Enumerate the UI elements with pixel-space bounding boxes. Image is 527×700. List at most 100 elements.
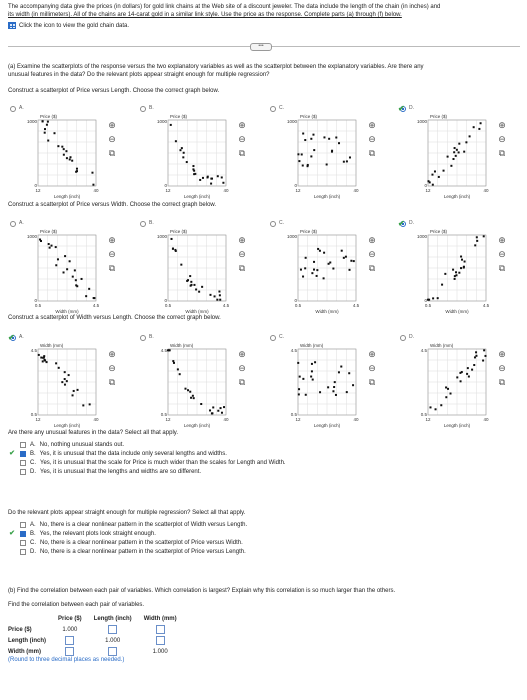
data-point [337,371,340,374]
popout-icon[interactable]: ⧉ [239,264,246,274]
graph-option-r3-a[interactable]: ✔ A. Width (mm) 4.5 0.5 12 40 Length (inch) ⊕ ⊖ ⧉ [8,333,130,453]
graph-option-r3-b[interactable]: B. Width (mm) 4.5 0.5 12 40 Length (inch) ⊕ ⊖ ⧉ [138,333,260,453]
expand-button[interactable]: ••• [250,43,272,51]
data-point [169,123,172,126]
radio-button[interactable] [400,335,406,341]
zoom-in-icon[interactable]: ⊕ [238,350,246,360]
corr-length-width-input[interactable] [155,636,165,645]
corr-length-price-input[interactable] [65,636,75,645]
data-point [473,364,476,367]
checkbox[interactable] [20,521,26,528]
popout-icon[interactable]: ⧉ [109,149,116,159]
zoom-in-icon[interactable]: ⊕ [498,350,506,360]
zoom-in-icon[interactable]: ⊕ [368,236,376,246]
radio-button[interactable] [10,106,16,112]
corr-width-length-input[interactable] [108,647,118,656]
popout-icon[interactable]: ⧉ [239,378,246,388]
radio-button[interactable] [270,106,276,112]
y-tick-top: 1000 [287,119,298,124]
part-b-prompt: Find the correlation between each pair o… [8,602,145,608]
corr-width-price-input[interactable] [65,647,75,656]
checkbox[interactable] [20,441,26,448]
radio-button[interactable] [140,221,146,227]
straight-option-c[interactable]: C. No, there is a clear nonlinear pattern… [8,538,518,547]
graph-option-r1-c[interactable]: C. Price ($) 1000 0 12 40 Length (inch) ⊕ ⊖ ⧉ [268,104,390,224]
graph-option-r2-d[interactable]: ✔ D. Price ($) 1000 0 0.5 4.5 Width (mm) ⊕ ⊖ ⧉ [398,219,520,339]
radio-button[interactable] [270,221,276,227]
checkbox[interactable] [20,459,26,466]
data-link[interactable]: Click the icon to view the gold chain da… [8,22,129,29]
data-point [352,384,355,387]
unusual-option-b[interactable]: ✔ B. Yes, it is unusual that the data incl… [9,449,227,457]
graph-option-r2-a[interactable]: A. Price ($) 1000 0 0.5 4.5 Width (mm) ⊕ ⊖ ⧉ [8,219,130,339]
checkbox[interactable] [20,468,26,475]
zoom-in-icon[interactable]: ⊕ [368,121,376,131]
zoom-in-icon[interactable]: ⊕ [108,350,116,360]
zoom-out-icon[interactable]: ⊖ [368,250,376,260]
graph-option-r2-c[interactable]: C. Price ($) 1000 0 0.5 4.5 Width (mm) ⊕ ⊖ ⧉ [268,219,390,339]
popout-icon[interactable]: ⧉ [499,378,506,388]
popout-icon[interactable]: ⧉ [109,264,116,274]
zoom-in-icon[interactable]: ⊕ [498,121,506,131]
popout-icon[interactable]: ⧉ [239,149,246,159]
unusual-option-a[interactable]: A. No, nothing unusual stands out. [8,440,518,449]
y-axis-label: Price ($) [170,114,188,119]
graph-option-r1-d[interactable]: ✔ D. Price ($) 1000 0 12 40 Length (inch) ⊕ ⊖ ⧉ [398,104,520,224]
straight-option-a[interactable]: A. No, there is a clear nonlinear pattern… [8,520,518,529]
corr-price-width-input[interactable] [155,625,165,634]
radio-button[interactable] [270,335,276,341]
zoom-out-icon[interactable]: ⊖ [238,364,246,374]
zoom-out-icon[interactable]: ⊖ [498,364,506,374]
zoom-in-icon[interactable]: ⊕ [368,350,376,360]
zoom-out-icon[interactable]: ⊖ [238,250,246,260]
radio-button[interactable] [10,221,16,227]
checkbox[interactable] [20,548,26,555]
zoom-out-icon[interactable]: ⊖ [368,364,376,374]
graph-option-r3-d[interactable]: D. Width (mm) 4.5 0.5 12 40 Length (inch) ⊕ ⊖ ⧉ [398,333,520,453]
zoom-out-icon[interactable]: ⊖ [498,250,506,260]
graph-option-r3-c[interactable]: C. Width (mm) 4.5 0.5 12 40 Length (inch) ⊕ ⊖ ⧉ [268,333,390,453]
graph-option-r1-b[interactable]: B. Price ($) 1000 0 12 40 Length (inch) ⊕ ⊖ ⧉ [138,104,260,224]
zoom-in-icon[interactable]: ⊕ [108,236,116,246]
unusual-option-c[interactable]: C. Yes, it is unusual that the scale for … [8,458,518,467]
zoom-out-icon[interactable]: ⊖ [238,135,246,145]
unusual-option-d[interactable]: D. Yes, it is unusual that the lengths an… [8,467,518,476]
checkbox-checked[interactable] [20,450,26,457]
data-link-text[interactable]: Click the icon to view the gold chain da… [19,22,130,29]
zoom-out-icon[interactable]: ⊖ [368,135,376,145]
checkbox[interactable] [20,539,26,546]
corr-price-length-input[interactable] [108,625,118,634]
zoom-out-icon[interactable]: ⊖ [108,250,116,260]
radio-button[interactable] [140,106,146,112]
zoom-out-icon[interactable]: ⊖ [498,135,506,145]
x-axis-label: Length (inch) [184,423,211,428]
y-axis-label: Price ($) [170,229,188,234]
zoom-out-icon[interactable]: ⊖ [108,364,116,374]
graph-option-r2-b[interactable]: B. Price ($) 1000 0 0.5 4.5 Width (mm) ⊕ ⊖ ⧉ [138,219,260,339]
option-letter: D. [409,105,414,111]
radio-button[interactable] [10,335,16,341]
popout-icon[interactable]: ⧉ [369,264,376,274]
x-tick-max: 40 [223,417,229,422]
data-table-icon[interactable] [8,22,16,29]
popout-icon[interactable]: ⧉ [369,378,376,388]
zoom-in-icon[interactable]: ⊕ [238,236,246,246]
radio-button[interactable] [140,335,146,341]
data-point [174,249,177,252]
zoom-in-icon[interactable]: ⊕ [498,236,506,246]
data-point [461,258,464,261]
graph-option-r1-a[interactable]: A. Price ($) 1000 0 12 40 Length (inch) ⊕ ⊖ ⧉ [8,104,130,224]
checkbox-checked[interactable] [20,530,26,537]
y-tick-bottom: 0 [164,298,167,303]
radio-button[interactable] [400,221,406,227]
popout-icon[interactable]: ⧉ [499,149,506,159]
straight-option-b[interactable]: ✔ B. Yes, the relevant plots look straight… [9,529,156,537]
zoom-out-icon[interactable]: ⊖ [108,135,116,145]
popout-icon[interactable]: ⧉ [109,378,116,388]
zoom-in-icon[interactable]: ⊕ [108,121,116,131]
radio-button[interactable] [400,106,406,112]
zoom-in-icon[interactable]: ⊕ [238,121,246,131]
popout-icon[interactable]: ⧉ [369,149,376,159]
popout-icon[interactable]: ⧉ [499,264,506,274]
straight-option-d[interactable]: D. No, there is a clear nonlinear pattern… [8,547,518,556]
